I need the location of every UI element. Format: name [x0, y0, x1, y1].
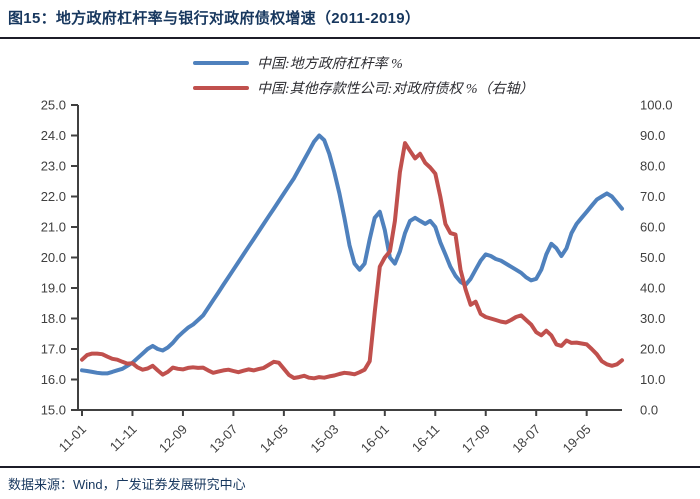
right-axis-label: 30.0: [640, 311, 665, 326]
right-axis-label: 0.0: [640, 403, 658, 418]
footer-divider: [0, 466, 700, 468]
left-axis-label: 21.0: [41, 220, 66, 235]
axis-lines: [77, 105, 622, 411]
x-axis-label: 12-09: [156, 422, 190, 456]
x-axis-label: 16-11: [409, 422, 442, 455]
right-axis-label: 20.0: [640, 342, 665, 357]
legend-item-blue: 中国:地方政府杠杆率 %: [193, 50, 534, 75]
title-divider: [0, 37, 700, 39]
left-axis-label: 16.0: [41, 372, 66, 387]
right-axis-label: 50.0: [640, 250, 665, 265]
right-axis-label: 90.0: [640, 128, 665, 143]
right-axis-label: 40.0: [640, 281, 665, 296]
left-axis-label: 15.0: [41, 403, 66, 418]
x-axis-label: 11-01: [56, 422, 89, 455]
left-axis-label: 20.0: [41, 250, 66, 265]
legend-label-red: 中国:其他存款性公司:对政府债权 %（右轴）: [257, 81, 534, 97]
legend-item-red: 中国:其他存款性公司:对政府债权 %（右轴）: [193, 75, 534, 100]
x-axis-label: 11-11: [107, 422, 140, 455]
left-axis-label: 24.0: [41, 128, 66, 143]
chart-legend: 中国:地方政府杠杆率 % 中国:其他存款性公司:对政府债权 %（右轴）: [193, 50, 534, 100]
x-axis-label: 17-09: [459, 422, 493, 456]
x-axis-label: 13-07: [206, 422, 240, 456]
left-axis-label: 19.0: [41, 281, 66, 296]
right-axis-label: 80.0: [640, 159, 665, 174]
line-chart-svg: 15.0 16.0 17.0 18.0 19.0 20.0 21.0 22.0 23.0 24.0…: [41, 98, 673, 456]
left-axis-label: 22.0: [41, 189, 66, 204]
blue-series-line: [80, 133, 624, 376]
page-title: 图15：地方政府杠杆率与银行对政府债权增速（2011-2019）: [8, 10, 421, 27]
red-line-swatch: [193, 85, 249, 90]
red-series-line: [80, 141, 624, 381]
left-axis-label: 18.0: [41, 311, 66, 326]
blue-line-swatch: [193, 60, 249, 65]
left-axis-label: 17.0: [41, 342, 66, 357]
x-axis-label: 18-07: [509, 422, 543, 456]
x-axis-label: 19-05: [560, 422, 594, 456]
x-axis-label: 14-05: [257, 422, 291, 456]
right-axis-label: 100.0: [640, 98, 673, 113]
x-axis-label: 15-03: [307, 422, 341, 456]
left-axis-label: 23.0: [41, 159, 66, 174]
left-axis-label: 25.0: [41, 98, 66, 113]
right-axis-label: 10.0: [640, 372, 665, 387]
right-axis-label: 70.0: [640, 189, 665, 204]
data-source: 数据来源：Wind，广发证券发展研究中心: [8, 477, 246, 492]
right-axis-label: 60.0: [640, 220, 665, 235]
legend-label-blue: 中国:地方政府杠杆率 %: [257, 56, 403, 72]
chart-area: 15.0 16.0 17.0 18.0 19.0 20.0 21.0 22.0 23.0 24.0…: [0, 95, 700, 467]
x-axis-label: 16-01: [358, 422, 392, 456]
